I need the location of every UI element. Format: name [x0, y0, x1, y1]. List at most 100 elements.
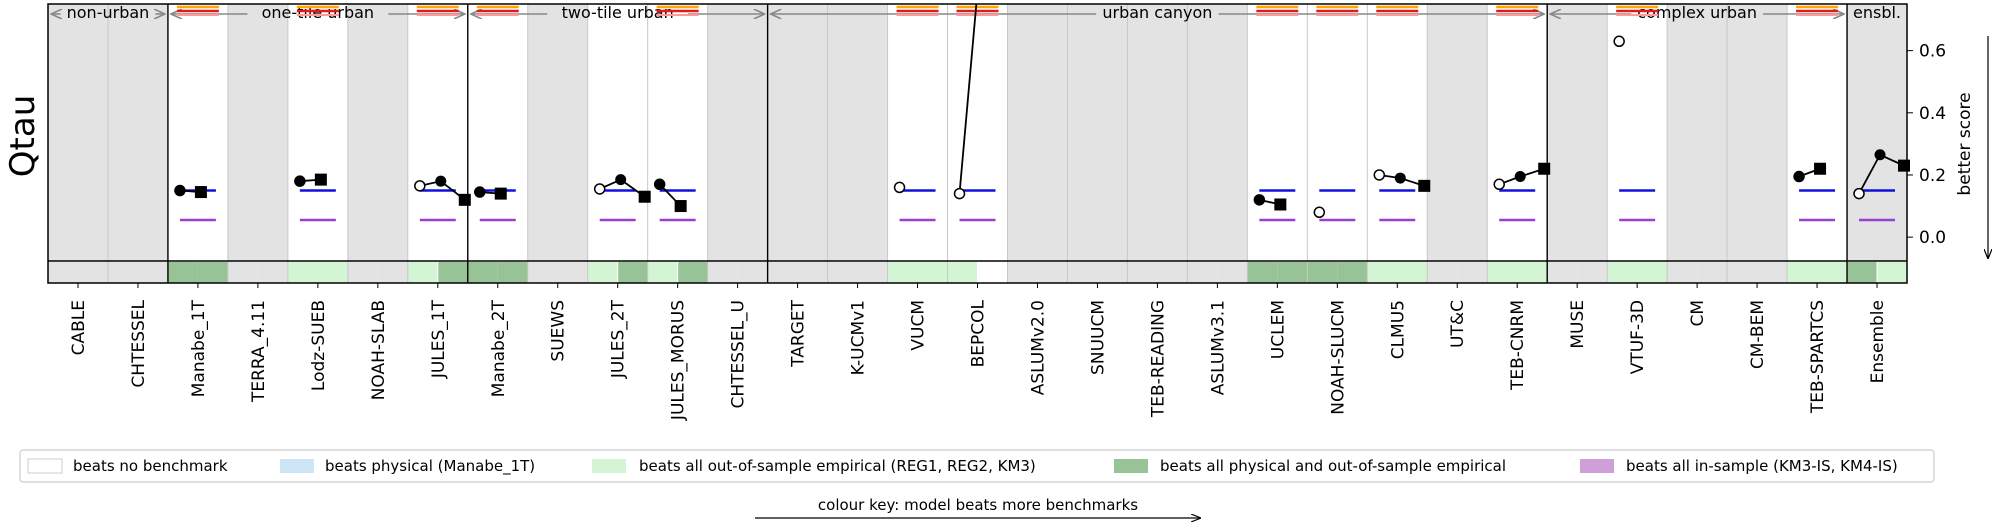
point-default	[1253, 194, 1266, 206]
point-square	[1274, 198, 1287, 211]
score-strip-cell	[1307, 262, 1338, 283]
legend-swatch-none	[27, 458, 63, 474]
score-strip-cell	[497, 262, 528, 283]
column-bg	[1127, 4, 1188, 261]
y-axis-label-left: Qtau	[3, 95, 43, 177]
group-label: one-tile urban	[262, 3, 374, 22]
score-strip-cell	[1787, 262, 1818, 283]
column-bg	[1847, 4, 1907, 261]
model-tick-label: JULES_1T	[429, 299, 449, 379]
point-square	[1898, 159, 1911, 172]
score-strip-cell	[1157, 262, 1188, 283]
column-bg	[1667, 4, 1728, 261]
column-bg	[287, 4, 348, 261]
point-default	[1373, 169, 1386, 181]
column-bg	[1427, 4, 1488, 261]
point-square	[638, 190, 651, 203]
column-bg	[227, 4, 288, 261]
column-bg	[1007, 4, 1068, 261]
score-strip-cell	[1007, 262, 1038, 283]
group-label: two-tile urban	[562, 3, 674, 22]
score-strip-cell	[167, 262, 198, 283]
score-strip-cell	[1127, 262, 1158, 283]
score-strip-cell	[1487, 262, 1518, 283]
column-bg	[347, 4, 408, 261]
point-square	[1814, 162, 1827, 175]
score-strip-cell	[107, 262, 138, 283]
legend: beats no benchmark beats physical (Manab…	[19, 449, 1935, 483]
score-strip-cell	[257, 262, 288, 283]
model-tick-label: Lodz-SUEB	[309, 300, 329, 391]
model-tick-label: CM	[1688, 300, 1708, 327]
model-tick-label: TEB-CNRM	[1508, 300, 1528, 391]
model-tick-label: Ensemble	[1868, 300, 1888, 383]
model-tick-label: VTUF-3D	[1628, 300, 1648, 374]
group-label: ensbl.	[1853, 3, 1901, 22]
score-strip-cell	[197, 262, 228, 283]
model-tick-label: SUEWS	[549, 300, 569, 362]
score-strip-cell	[1367, 262, 1398, 283]
score-strip-cell	[227, 262, 258, 283]
point-default	[953, 187, 966, 200]
point-default	[174, 184, 186, 197]
score-strip-cell	[1517, 262, 1548, 283]
point-dot	[1874, 149, 1886, 161]
column-bg	[1247, 4, 1308, 261]
score-strip-cell	[1067, 262, 1098, 283]
score-strip-cell	[317, 262, 348, 283]
score-strip-cell	[617, 262, 648, 283]
y-tick-label: 0.2	[1919, 166, 1946, 186]
y-tick-label: 0.0	[1919, 228, 1946, 248]
score-strip-cell	[1547, 262, 1578, 283]
point-default	[1613, 35, 1625, 48]
point-square	[194, 186, 207, 199]
model-tick-label: NOAH-SLUCM	[1328, 300, 1348, 415]
point-square	[494, 187, 507, 200]
column-bg	[407, 4, 468, 261]
score-strip-cell	[137, 262, 168, 283]
score-strip-cell	[1667, 262, 1698, 283]
score-strip-cell	[437, 262, 468, 283]
model-tick-label: JULES_MORUS	[669, 300, 689, 421]
plot-area: CABLE CHTESSEL Manabe_1T TERRA_4.11 Lodz-SUE…	[47, 3, 1946, 421]
point-dot	[435, 175, 447, 187]
column-bg	[1607, 4, 1668, 261]
score-strip-cell	[527, 262, 558, 283]
colour-key-label: colour key: model beats more benchmarks	[818, 496, 1138, 514]
score-strip-cell	[1727, 262, 1758, 283]
model-tick-label: Manabe_2T	[489, 299, 509, 397]
series-line	[958, 4, 978, 194]
score-strip-cell	[347, 262, 378, 283]
score-strip-cell	[1847, 262, 1878, 283]
point-default	[414, 180, 426, 192]
y-tick-label: 0.6	[1919, 42, 1946, 62]
model-tick-label: BEPCOL	[969, 299, 989, 367]
group-label: urban canyon	[1102, 3, 1212, 22]
y-axis-label-right: better score	[1955, 92, 1975, 195]
model-tick-label: CM-BEM	[1748, 300, 1768, 369]
legend-swatch-physical	[280, 459, 314, 473]
score-strip-cell	[77, 262, 108, 283]
y-tick-label: 0.4	[1919, 104, 1946, 124]
plot-frame	[47, 3, 1908, 284]
group-label: complex urban	[1637, 3, 1757, 22]
point-square	[674, 200, 687, 213]
column-bg	[48, 4, 108, 261]
score-strip-cell	[1817, 262, 1848, 283]
column-bg	[767, 4, 828, 261]
score-strip-cell	[1217, 262, 1248, 283]
model-tick-label: TERRA_4.11	[249, 300, 269, 403]
legend-label-physical: beats physical (Manabe_1T)	[325, 457, 535, 476]
score-strip-cell	[557, 262, 588, 283]
model-tick-label: SNUUCM	[1088, 300, 1108, 375]
legend-label-none: beats no benchmark	[73, 457, 228, 475]
column-bg	[947, 4, 1008, 261]
column-bg	[527, 4, 588, 261]
column-bg	[1187, 4, 1248, 261]
score-strip-cell	[1577, 262, 1608, 283]
legend-frame	[19, 449, 1935, 483]
point-square	[458, 193, 471, 206]
score-strip-cell	[737, 262, 768, 283]
point-square	[314, 173, 327, 186]
model-tick-label: ASLUMv2.0	[1028, 300, 1048, 395]
